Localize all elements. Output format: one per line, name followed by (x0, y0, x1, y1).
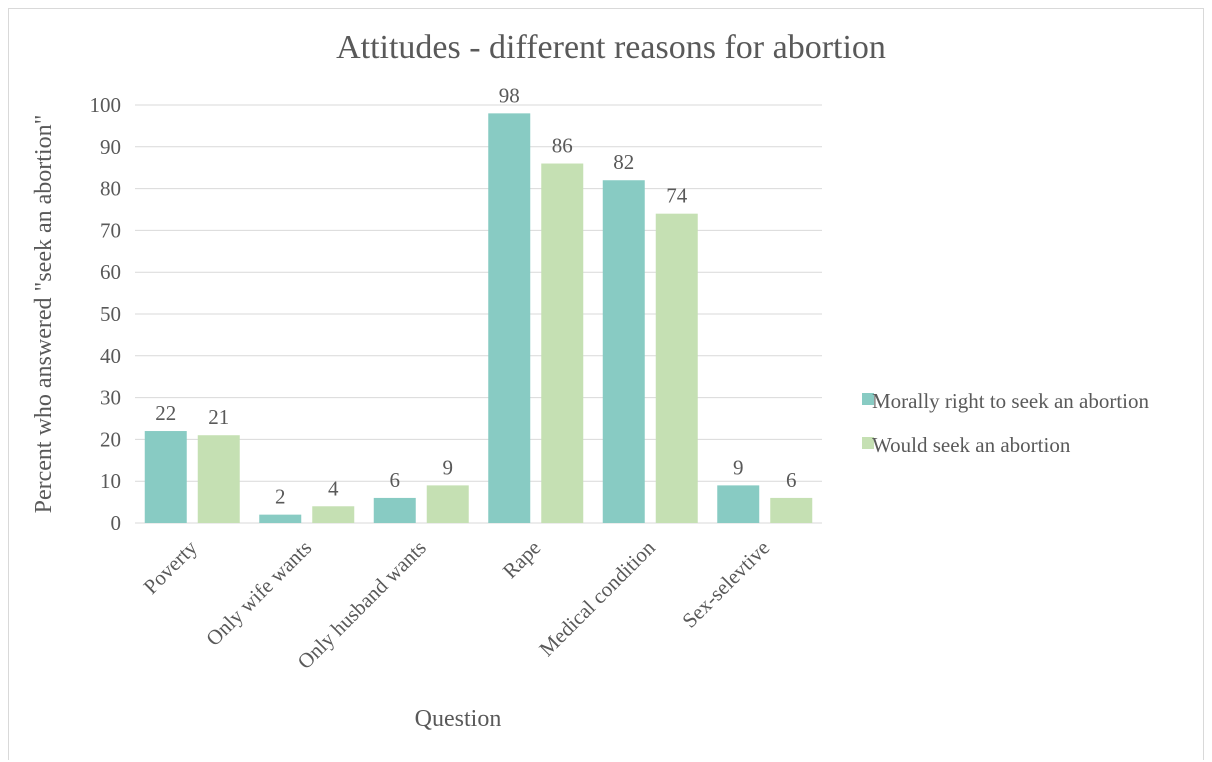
bar (426, 485, 469, 523)
x-tick-label: Rape (498, 536, 545, 583)
bar (602, 180, 645, 524)
x-axis-title: Question (415, 706, 502, 732)
data-label: 9 (443, 455, 454, 479)
chart-title: Attitudes - different reasons for aborti… (336, 29, 886, 66)
y-tick-label: 70 (100, 218, 121, 242)
bar (373, 497, 416, 523)
y-tick-label: 30 (100, 386, 121, 410)
bar (541, 163, 584, 523)
y-tick-label: 0 (111, 511, 122, 535)
chart-frame: Attitudes - different reasons for aborti… (8, 8, 1204, 760)
data-label: 98 (499, 83, 520, 107)
x-tick-label: Only husband wants (293, 536, 431, 674)
data-label: 6 (390, 468, 401, 492)
y-tick-label: 60 (100, 260, 121, 284)
bar (655, 213, 698, 523)
data-label: 6 (786, 468, 797, 492)
y-tick-label: 100 (90, 93, 122, 117)
x-tick-label: Medical condition (534, 535, 660, 661)
y-tick-label: 40 (100, 344, 121, 368)
x-tick-label: Poverty (139, 535, 203, 599)
bar (312, 506, 355, 523)
data-label: 82 (613, 150, 634, 174)
gridlines (135, 104, 822, 524)
y-axis-ticks: 0 10 20 30 40 50 60 70 80 90 100 (90, 93, 122, 535)
data-label: 21 (208, 405, 229, 429)
y-tick-label: 20 (100, 427, 121, 451)
legend: Morally right to seek an abortion Would … (862, 389, 1150, 457)
bar (770, 497, 813, 523)
bar (197, 435, 240, 523)
y-tick-label: 50 (100, 302, 121, 326)
bar (144, 431, 187, 523)
y-tick-label: 80 (100, 177, 121, 201)
bar (259, 514, 302, 523)
bar (488, 113, 531, 524)
bar (717, 485, 760, 523)
y-axis-title: Percent who answered "seek an abortion" (31, 115, 57, 514)
legend-swatch-morally-right (862, 393, 874, 405)
y-tick-label: 10 (100, 469, 121, 493)
y-tick-label: 90 (100, 135, 121, 159)
data-label: 4 (328, 476, 339, 500)
data-label: 74 (666, 184, 688, 208)
legend-label-morally-right: Morally right to seek an abortion (872, 389, 1150, 413)
data-label: 86 (552, 134, 573, 158)
x-tick-label: Only wife wants (201, 536, 316, 651)
data-label: 9 (733, 455, 744, 479)
legend-swatch-would-seek (862, 437, 874, 449)
data-label: 22 (155, 401, 176, 425)
data-label: 2 (275, 485, 286, 509)
x-tick-label: Sex-selevtive (677, 536, 774, 633)
bar-chart: Attitudes - different reasons for aborti… (31, 29, 1150, 732)
legend-label-would-seek: Would seek an abortion (872, 433, 1071, 457)
data-labels: 22 21 2 4 6 9 98 86 82 74 9 6 (155, 83, 796, 508)
bars (144, 113, 813, 524)
